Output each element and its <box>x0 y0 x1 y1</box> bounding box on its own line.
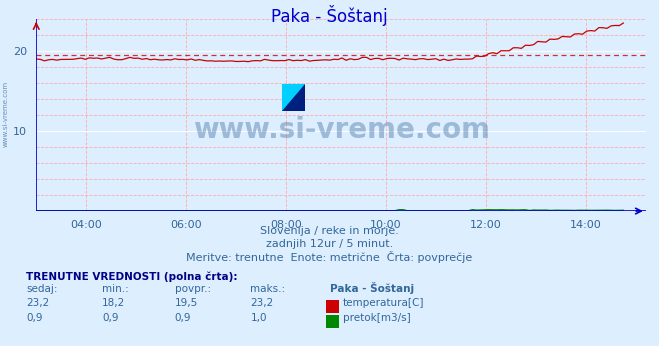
Text: www.si-vreme.com: www.si-vreme.com <box>2 81 9 147</box>
Text: 23,2: 23,2 <box>250 298 273 308</box>
Text: 0,9: 0,9 <box>175 313 191 323</box>
Text: 0,9: 0,9 <box>102 313 119 323</box>
Text: Paka - Šoštanj: Paka - Šoštanj <box>330 282 414 294</box>
Text: 18,2: 18,2 <box>102 298 125 308</box>
Text: povpr.:: povpr.: <box>175 284 211 294</box>
Text: www.si-vreme.com: www.si-vreme.com <box>192 116 490 144</box>
Text: 0,9: 0,9 <box>26 313 43 323</box>
Text: sedaj:: sedaj: <box>26 284 58 294</box>
Text: Meritve: trenutne  Enote: metrične  Črta: povprečje: Meritve: trenutne Enote: metrične Črta: … <box>186 251 473 263</box>
Text: 19,5: 19,5 <box>175 298 198 308</box>
Text: min.:: min.: <box>102 284 129 294</box>
Text: Paka - Šoštanj: Paka - Šoštanj <box>272 5 387 26</box>
Text: pretok[m3/s]: pretok[m3/s] <box>343 313 411 323</box>
Text: temperatura[C]: temperatura[C] <box>343 298 424 308</box>
Text: maks.:: maks.: <box>250 284 285 294</box>
Text: zadnjih 12ur / 5 minut.: zadnjih 12ur / 5 minut. <box>266 239 393 249</box>
Text: 1,0: 1,0 <box>250 313 267 323</box>
Text: Slovenija / reke in morje.: Slovenija / reke in morje. <box>260 226 399 236</box>
Text: 23,2: 23,2 <box>26 298 49 308</box>
Text: TRENUTNE VREDNOSTI (polna črta):: TRENUTNE VREDNOSTI (polna črta): <box>26 272 238 282</box>
